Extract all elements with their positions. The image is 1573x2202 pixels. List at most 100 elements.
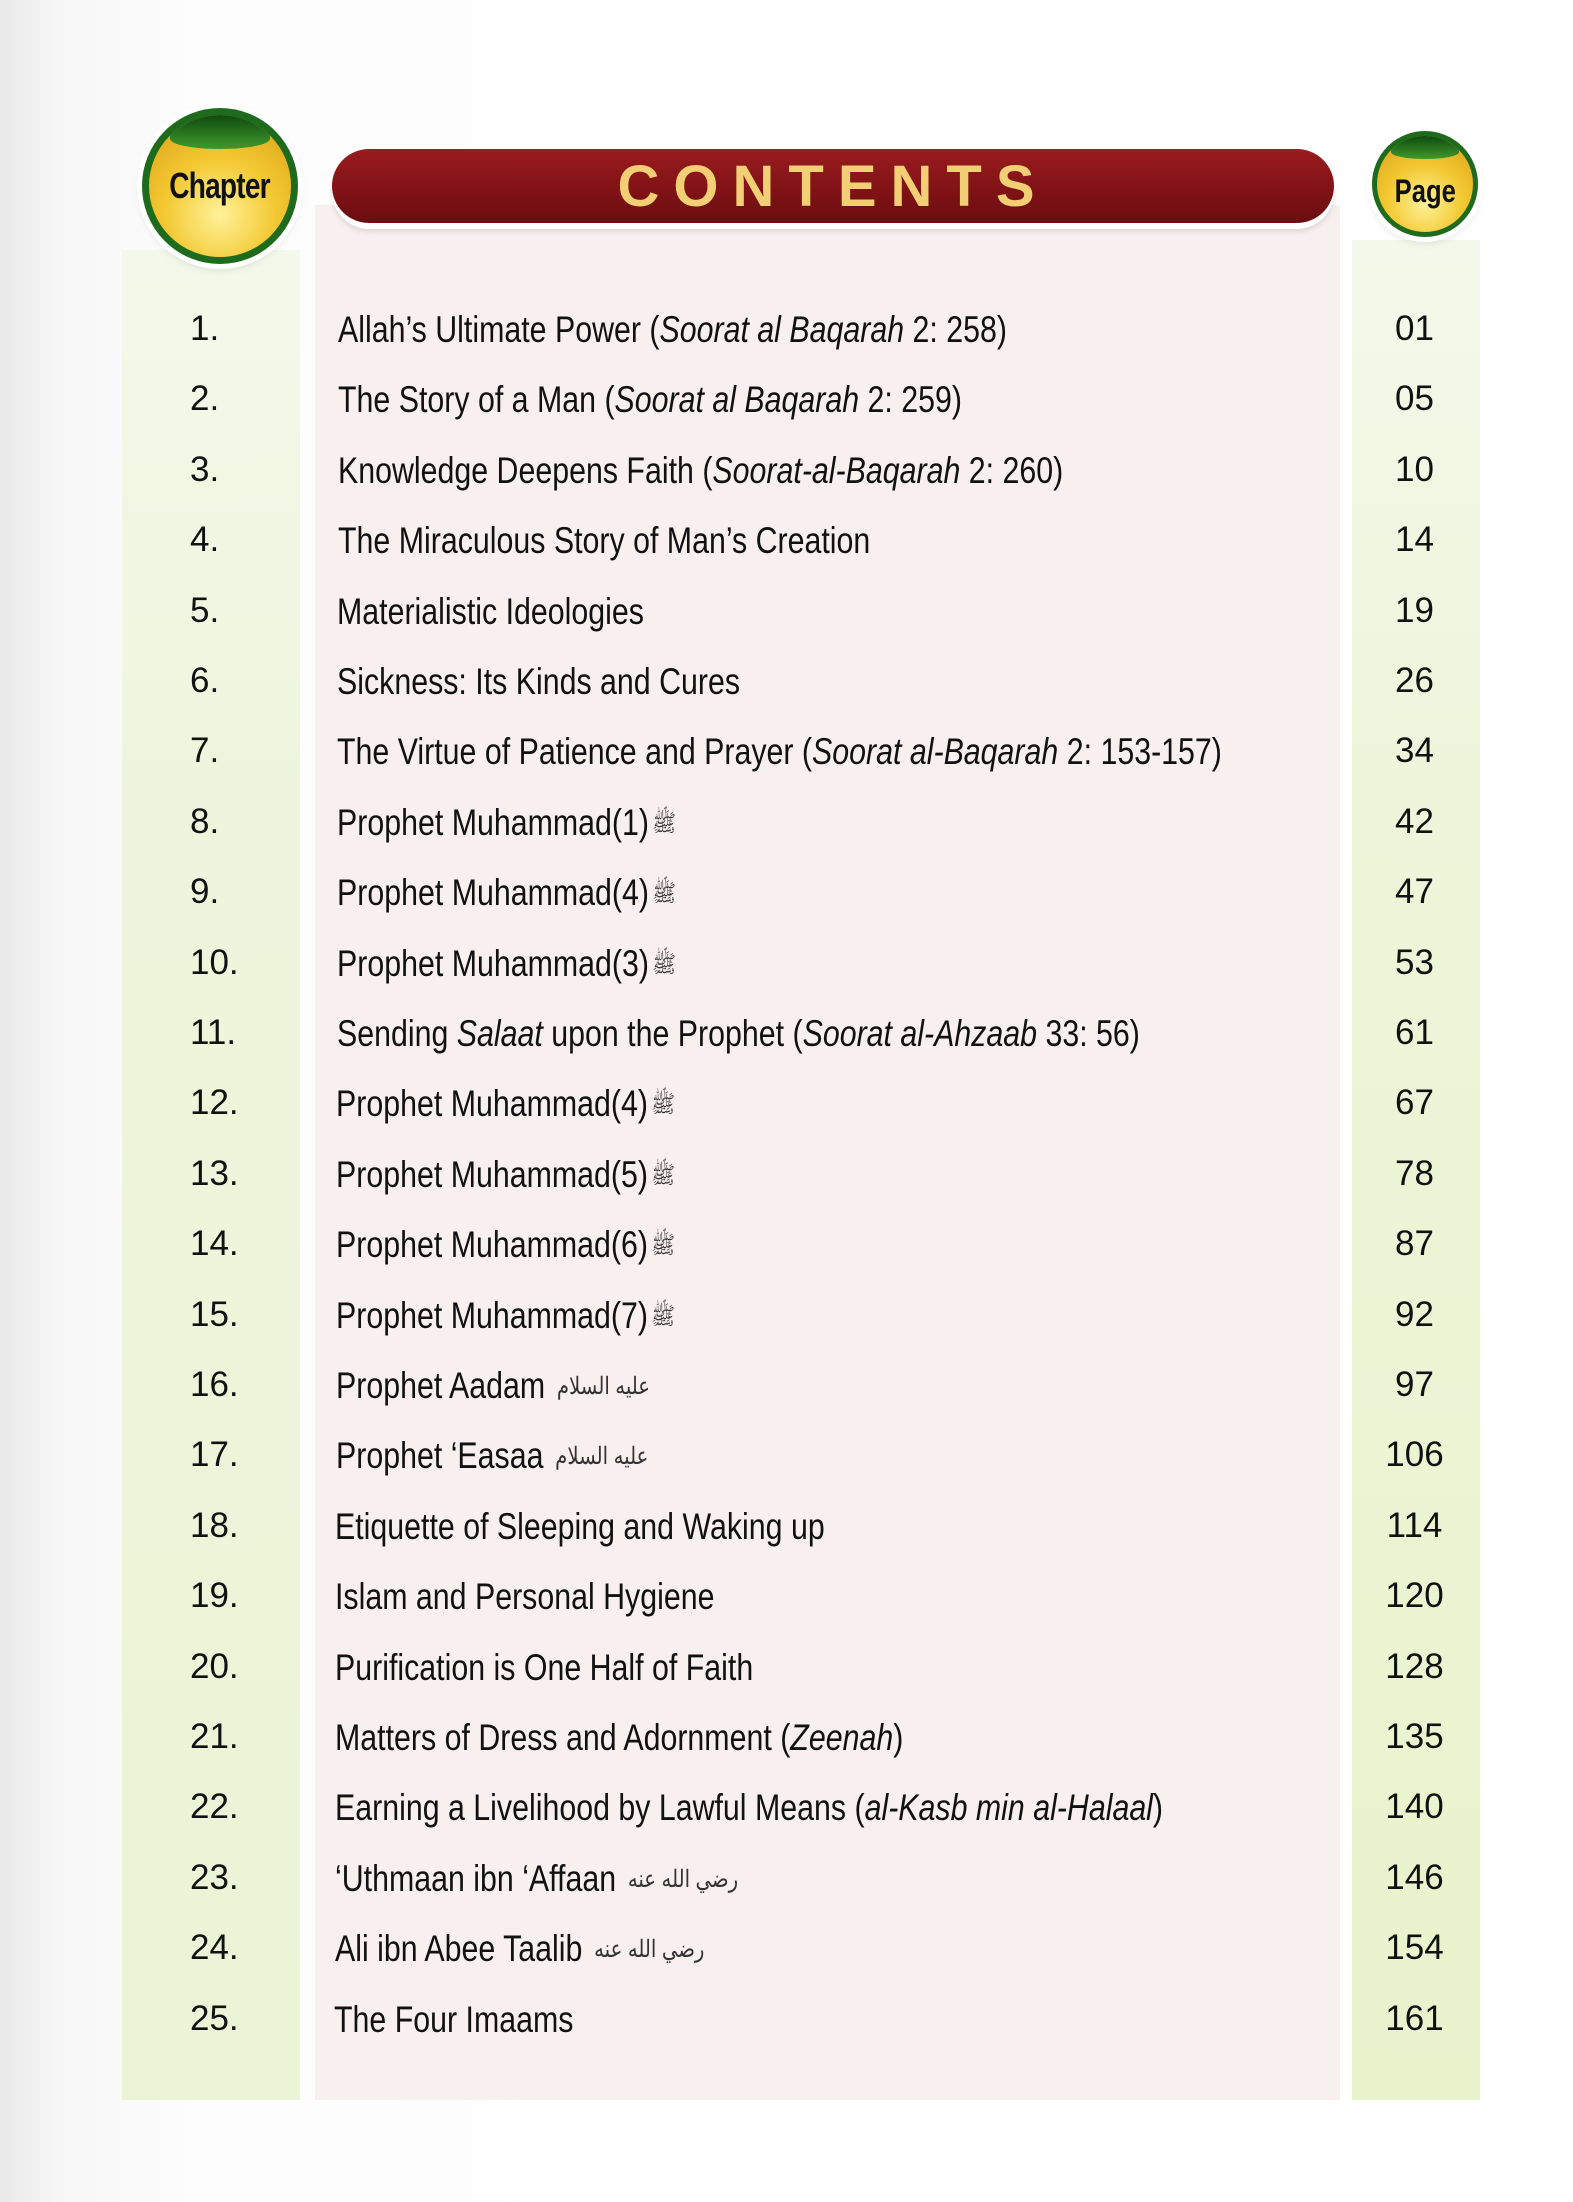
chapter-title[interactable]: Prophet Muhammad ﷺ(1) <box>337 802 676 844</box>
toc-entry[interactable]: 20. Purification is One Half of Faith 128 <box>0 1647 1573 1707</box>
chapter-title[interactable]: Prophet Muhammad ﷺ(6) <box>336 1224 675 1266</box>
page-number: 01 <box>1395 309 1434 348</box>
toc-entry[interactable]: 11. Sending Salaat upon the Prophet (Soor… <box>0 1013 1573 1073</box>
toc-entry[interactable]: 7. The Virtue of Patience and Prayer (Soo… <box>0 731 1573 791</box>
chapter-title[interactable]: Prophet Muhammad ﷺ(4) <box>336 1083 675 1125</box>
chapter-title[interactable]: Matters of Dress and Adornment (Zeenah) <box>335 1717 903 1759</box>
title-segment: Matters of Dress and Adornment ( <box>335 1717 791 1758</box>
page-number: 34 <box>1395 731 1434 771</box>
chapter-number: 1. <box>190 309 220 348</box>
chapter-title[interactable]: The Four Imaams <box>334 1999 573 2041</box>
title-segment: (6) <box>610 1224 649 1266</box>
toc-entry[interactable]: 6. Sickness: Its Kinds and Cures 26 <box>0 661 1573 721</box>
title-segment: Prophet Aadam <box>335 1365 554 1406</box>
chapter-number: 2. <box>190 379 220 419</box>
chapter-title[interactable]: Islam and Personal Hygiene <box>335 1576 714 1618</box>
contents-banner: CONTENTS <box>332 149 1334 223</box>
toc-entry[interactable]: 4. The Miraculous Story of Man’s Creation… <box>0 520 1573 580</box>
chapter-title[interactable]: Prophet Muhammad ﷺ(7) <box>336 1295 675 1337</box>
toc-entry[interactable]: 18. Etiquette of Sleeping and Waking up 11… <box>0 1506 1573 1566</box>
chapter-title[interactable]: Knowledge Deepens Faith (Soorat-al-Baqar… <box>338 450 1063 492</box>
title-segment: 2: 258) <box>904 309 1007 350</box>
chapter-number: 11. <box>190 1013 237 1052</box>
title-italic-segment: Soorat al-Ahzaab <box>802 1013 1037 1054</box>
toc-entry[interactable]: 9. Prophet Muhammad ﷺ(4) 47 <box>0 872 1573 932</box>
chapter-title[interactable]: The Story of a Man (Soorat al Baqarah 2:… <box>338 379 962 421</box>
toc-entry[interactable]: 21. Matters of Dress and Adornment (Zeena… <box>0 1717 1573 1777</box>
title-segment: upon the Prophet ( <box>542 1013 803 1054</box>
title-italic-segment: Soorat al Baqarah <box>659 309 905 350</box>
chapter-title[interactable]: The Virtue of Patience and Prayer (Soora… <box>337 731 1222 773</box>
page-number: 19 <box>1395 590 1434 630</box>
honorific-calligraphy: رضي الله عنه <box>593 1936 704 1964</box>
chapter-title[interactable]: Prophet Muhammad ﷺ(4) <box>337 872 676 914</box>
toc-entry[interactable]: 19. Islam and Personal Hygiene 120 <box>0 1576 1573 1636</box>
chapter-title[interactable]: Earning a Livelihood by Lawful Means (al… <box>335 1787 1163 1829</box>
page-column <box>1352 240 1480 2100</box>
title-segment: (4) <box>611 1083 649 1125</box>
toc-entry[interactable]: 17. Prophet ‘Easaa عليه السلام 106 <box>0 1435 1573 1495</box>
toc-entry[interactable]: 10. Prophet Muhammad ﷺ(3) 53 <box>0 943 1573 1003</box>
title-italic-segment: Salaat <box>456 1013 543 1054</box>
page-number: 05 <box>1395 379 1434 419</box>
title-segment: Knowledge Deepens Faith ( <box>337 449 713 491</box>
toc-entry[interactable]: 23. ‘Uthmaan ibn ‘Affaan رضي الله عنه 146 <box>0 1858 1573 1918</box>
toc-entry[interactable]: 3. Knowledge Deepens Faith (Soorat-al-Baq… <box>0 450 1573 510</box>
toc-entry[interactable]: 12. Prophet Muhammad ﷺ(4) 67 <box>0 1083 1573 1143</box>
chapter-title[interactable]: Purification is One Half of Faith <box>335 1647 753 1689</box>
title-segment: Prophet Muhammad <box>336 872 612 914</box>
page-number: 120 <box>1385 1576 1444 1616</box>
title-segment: The Four Imaams <box>334 1998 574 2040</box>
title-segment: The Virtue of Patience and Prayer ( <box>337 731 813 773</box>
chapter-title[interactable]: Etiquette of Sleeping and Waking up <box>335 1506 825 1548</box>
title-italic-segment: al-Kasb min al-Halaal <box>864 1787 1153 1829</box>
chapter-title[interactable]: Materialistic Ideologies <box>337 591 644 633</box>
chapter-label: Chapter <box>169 165 271 206</box>
toc-entry[interactable]: 22. Earning a Livelihood by Lawful Means … <box>0 1787 1573 1847</box>
toc-entry[interactable]: 14. Prophet Muhammad ﷺ(6) 87 <box>0 1224 1573 1284</box>
page-number: 42 <box>1395 801 1434 841</box>
honorific-calligraphy: عليه السلام <box>556 1373 650 1400</box>
title-segment: (3) <box>611 942 649 984</box>
page-number: 14 <box>1395 520 1434 560</box>
title-segment: Sending <box>336 1013 457 1054</box>
toc-entry[interactable]: 2. The Story of a Man (Soorat al Baqarah … <box>0 379 1573 439</box>
chapter-title[interactable]: Prophet ‘Easaa عليه السلام <box>336 1435 648 1477</box>
toc-entry[interactable]: 5. Materialistic Ideologies 19 <box>0 591 1573 651</box>
title-segment: (4) <box>611 872 649 914</box>
toc-entry[interactable]: 25. The Four Imaams 161 <box>0 1999 1573 2059</box>
chapter-title[interactable]: Allah’s Ultimate Power (Soorat al Baqara… <box>338 309 1007 351</box>
chapter-title[interactable]: Ali ibn Abee Taalib رضي الله عنه <box>335 1928 704 1970</box>
chapter-title[interactable]: Prophet Muhammad ﷺ(5) <box>336 1154 675 1196</box>
toc-entry[interactable]: 13. Prophet Muhammad ﷺ(5) 78 <box>0 1154 1573 1214</box>
toc-entry[interactable]: 24. Ali ibn Abee Taalib رضي الله عنه 154 <box>0 1928 1573 1988</box>
toc-entry[interactable]: 8. Prophet Muhammad ﷺ(1) 42 <box>0 802 1573 862</box>
page-label: Page <box>1394 172 1456 209</box>
title-segment: Etiquette of Sleeping and Waking up <box>335 1505 826 1547</box>
chapter-column <box>122 250 300 2100</box>
honorific-calligraphy: ﷺ <box>651 1161 676 1189</box>
chapter-title[interactable]: Prophet Aadam عليه السلام <box>336 1365 650 1407</box>
title-italic-segment: Soorat al-Baqarah <box>812 731 1059 773</box>
chapter-title[interactable]: Prophet Muhammad ﷺ(3) <box>337 943 676 985</box>
toc-entry[interactable]: 16. Prophet Aadam عليه السلام 97 <box>0 1365 1573 1425</box>
chapter-number: 6. <box>190 661 220 700</box>
page-number: 78 <box>1395 1153 1434 1193</box>
page-number: 135 <box>1385 1717 1444 1756</box>
honorific-calligraphy: ﷺ <box>651 1091 676 1119</box>
toc-entry[interactable]: 15. Prophet Muhammad ﷺ(7) 92 <box>0 1295 1573 1355</box>
title-segment: Sickness: Its Kinds and Cures <box>337 661 741 702</box>
title-italic-segment: Zeenah <box>790 1717 894 1758</box>
chapter-title[interactable]: Sickness: Its Kinds and Cures <box>337 661 740 703</box>
chapter-number: 22. <box>190 1787 239 1827</box>
chapter-title[interactable]: The Miraculous Story of Man’s Creation <box>338 520 870 562</box>
toc-entry[interactable]: 1. Allah’s Ultimate Power (Soorat al Baqa… <box>0 309 1573 369</box>
title-segment: Prophet Muhammad <box>336 942 612 984</box>
page-number: 146 <box>1385 1857 1444 1897</box>
chapter-title[interactable]: Sending Salaat upon the Prophet (Soorat … <box>337 1013 1140 1055</box>
chapter-number: 5. <box>190 590 220 630</box>
chapter-number: 16. <box>190 1365 239 1404</box>
title-segment: ) <box>893 1717 904 1758</box>
chapter-title[interactable]: ‘Uthmaan ibn ‘Affaan رضي الله عنه <box>335 1858 738 1900</box>
chapter-number: 3. <box>190 449 220 489</box>
